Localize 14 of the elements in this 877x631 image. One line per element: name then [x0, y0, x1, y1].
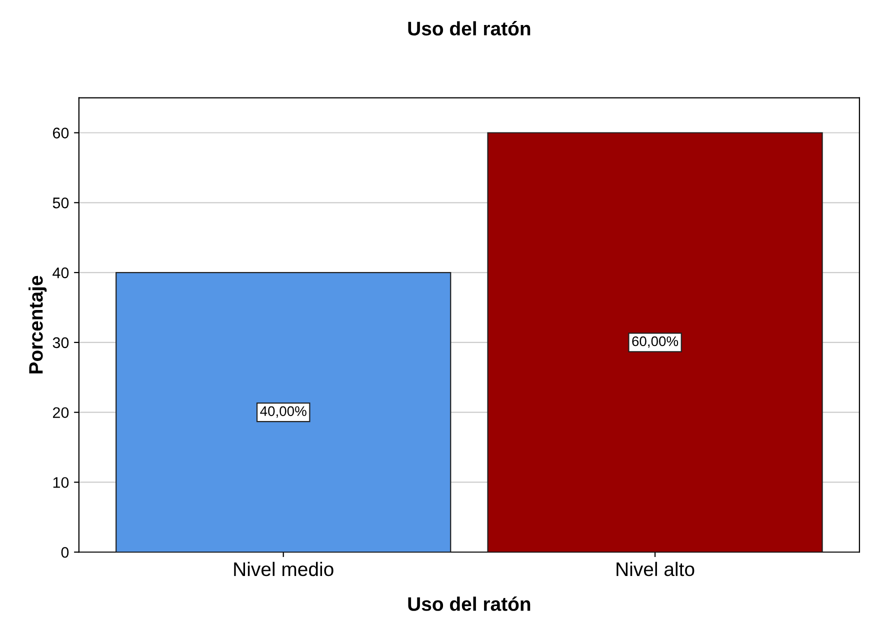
y-tick-label: 10 — [53, 477, 69, 488]
y-tick-label: 50 — [52, 198, 69, 208]
y-axis-title: Porcentaje — [28, 276, 47, 374]
y-tick-label: 30 — [52, 337, 69, 348]
x-tick-label: Nivel alto — [616, 562, 694, 576]
y-tick-label: 20 — [52, 407, 69, 418]
y-tick-label: 60 — [52, 128, 69, 138]
data-label: 40,00% — [260, 406, 306, 418]
x-tick-label: Nivel medio — [234, 562, 334, 576]
y-tick-label: 40 — [52, 267, 69, 278]
chart-title: Uso del ratón — [408, 21, 530, 36]
y-tick-label: 0 — [61, 546, 69, 558]
data-label: 60,00% — [632, 336, 678, 348]
x-axis-title: Uso del ratón — [408, 596, 530, 611]
